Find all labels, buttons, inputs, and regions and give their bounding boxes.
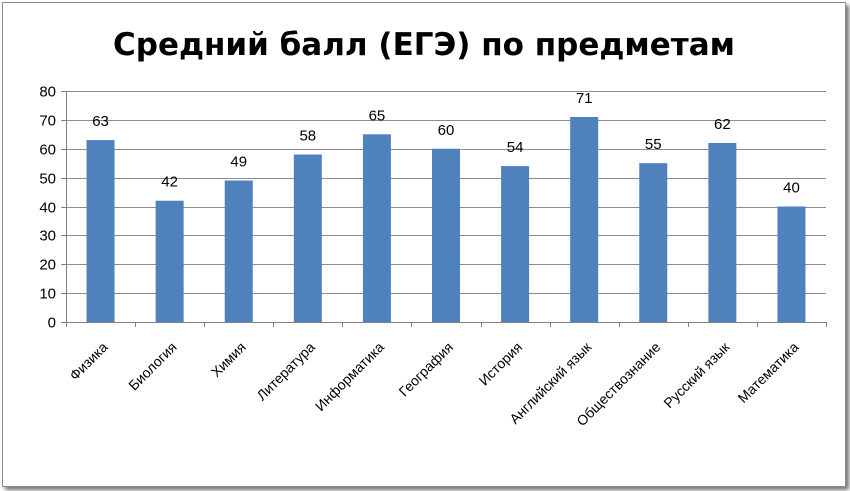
bar bbox=[224, 180, 253, 322]
bar bbox=[777, 206, 806, 322]
y-tick-label: 80 bbox=[39, 84, 56, 101]
category-label: Физика bbox=[66, 339, 111, 384]
bar bbox=[639, 163, 668, 322]
y-tick-label: 20 bbox=[39, 257, 56, 274]
y-tick-label: 70 bbox=[39, 113, 56, 130]
category-label: История bbox=[476, 339, 526, 389]
y-tick-label: 40 bbox=[39, 200, 56, 217]
data-label: 71 bbox=[576, 90, 593, 107]
category-label: Химия bbox=[208, 339, 249, 380]
category-label: Русский язык bbox=[660, 338, 733, 411]
category-label: Информатика bbox=[312, 339, 387, 414]
bar bbox=[362, 134, 391, 322]
labels: 0 10 20 30 40 50 60 70 80 63 Физика 42 Биология 49 Хим… bbox=[39, 84, 801, 430]
data-label: 58 bbox=[299, 128, 316, 145]
y-tick-label: 50 bbox=[39, 171, 56, 188]
data-label: 55 bbox=[645, 136, 662, 153]
y-tick-label: 30 bbox=[39, 228, 56, 245]
axes bbox=[61, 91, 827, 327]
bars bbox=[86, 116, 806, 322]
data-label: 54 bbox=[507, 139, 524, 156]
category-label: Математика bbox=[734, 339, 801, 406]
category-label: География bbox=[395, 339, 456, 400]
category-label: Литература bbox=[253, 339, 318, 404]
chart-title: Средний балл (ЕГЭ) по предметам bbox=[113, 27, 735, 63]
bar bbox=[155, 200, 184, 322]
y-tick-label: 60 bbox=[39, 142, 56, 159]
data-label: 42 bbox=[161, 174, 178, 191]
data-label: 63 bbox=[92, 113, 109, 130]
bar bbox=[708, 142, 737, 322]
bar-chart: Средний балл (ЕГЭ) по предметам 0 10 20 30 4… bbox=[39, 27, 827, 430]
category-label: Биология bbox=[125, 339, 180, 394]
y-tick-label: 10 bbox=[39, 286, 56, 303]
y-tick-label: 0 bbox=[48, 315, 56, 332]
bar bbox=[570, 116, 599, 322]
data-label: 60 bbox=[438, 122, 455, 139]
data-label: 62 bbox=[714, 116, 731, 133]
data-label: 65 bbox=[369, 107, 386, 124]
data-label: 40 bbox=[783, 180, 800, 197]
data-label: 49 bbox=[230, 154, 247, 171]
bar bbox=[432, 148, 460, 322]
bar bbox=[86, 140, 115, 322]
bar bbox=[501, 166, 530, 322]
bar bbox=[293, 154, 322, 322]
